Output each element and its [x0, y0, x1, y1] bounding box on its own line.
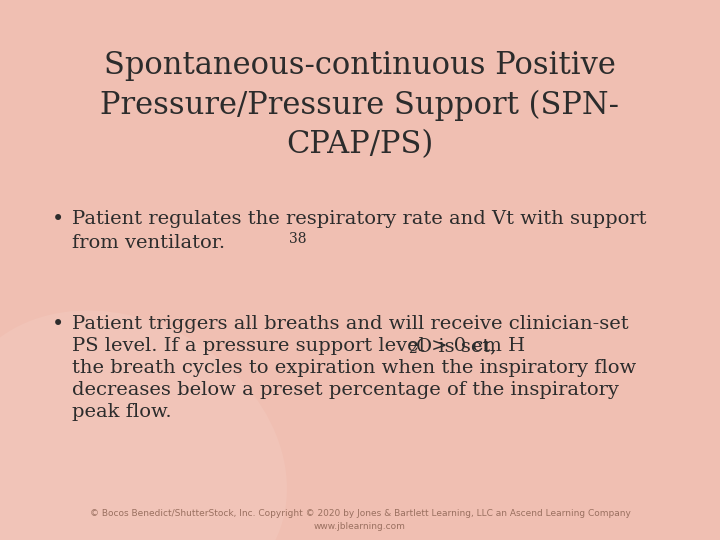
Text: peak flow.: peak flow.	[72, 403, 171, 421]
Text: decreases below a preset percentage of the inspiratory: decreases below a preset percentage of t…	[72, 381, 619, 399]
Text: PS level. If a pressure support level > 0 cm H: PS level. If a pressure support level > …	[72, 337, 525, 355]
Text: O is set,: O is set,	[416, 337, 496, 355]
Text: Spontaneous-continuous Positive
Pressure/Pressure Support (SPN-
CPAP/PS): Spontaneous-continuous Positive Pressure…	[101, 50, 619, 160]
Text: Patient regulates the respiratory rate and Vt with support
from ventilator.: Patient regulates the respiratory rate a…	[72, 210, 647, 252]
Ellipse shape	[0, 310, 287, 540]
Text: Patient triggers all breaths and will receive clinician-set: Patient triggers all breaths and will re…	[72, 315, 629, 333]
Text: 2: 2	[408, 342, 417, 356]
Text: 38: 38	[289, 232, 307, 246]
Text: the breath cycles to expiration when the inspiratory flow: the breath cycles to expiration when the…	[72, 359, 636, 377]
Text: © Bocos Benedict/ShutterStock, Inc. Copyright © 2020 by Jones & Bartlett Learnin: © Bocos Benedict/ShutterStock, Inc. Copy…	[89, 509, 631, 518]
Text: •: •	[52, 315, 64, 334]
Text: www.jblearning.com: www.jblearning.com	[314, 522, 406, 531]
Text: •: •	[52, 210, 64, 229]
